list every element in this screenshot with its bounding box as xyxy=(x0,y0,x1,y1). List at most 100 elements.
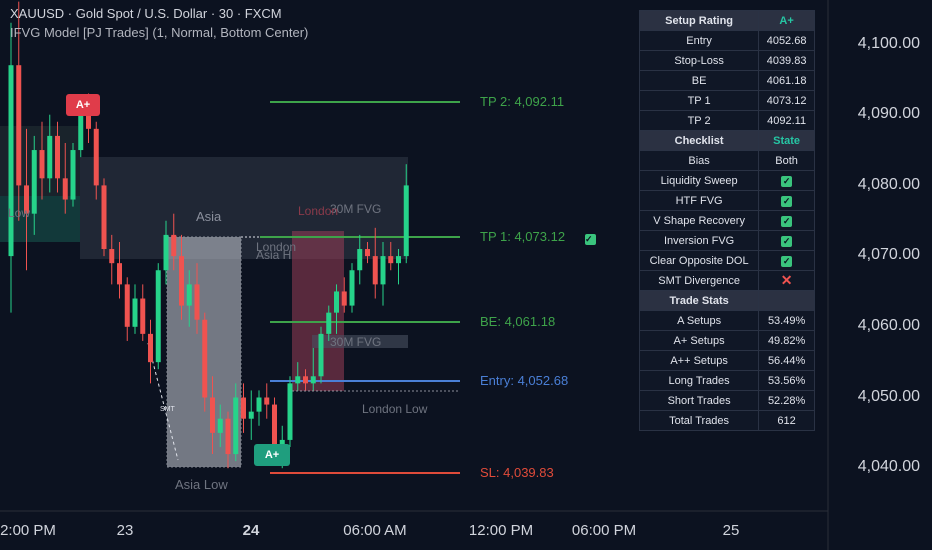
candle-body xyxy=(78,107,84,151)
time-tick: 12:00 PM xyxy=(468,522,534,539)
checklist-row: Liquidity Sweep ✓ xyxy=(638,170,815,191)
stats-row: A+ Setups 49.82% xyxy=(638,330,815,351)
checklist-row: HTF FVG ✓ xyxy=(638,190,815,211)
candle-body xyxy=(225,418,231,455)
checklist-header-row: Checklist State xyxy=(638,130,815,151)
candle-body xyxy=(326,312,332,334)
checklist-row-key: Inversion FVG xyxy=(638,230,760,251)
checklist-row-value: ✓ xyxy=(758,250,815,271)
london-high-label: London xyxy=(256,240,297,254)
candle-body xyxy=(186,284,192,306)
candle-body xyxy=(241,397,246,419)
candle-body xyxy=(62,178,68,200)
time-tick: 06:00 AM xyxy=(343,522,407,539)
stats-row-value: 53.49% xyxy=(758,310,815,331)
price-tick: 4,080.00 xyxy=(857,176,920,193)
candle-body xyxy=(388,256,394,264)
candle-body xyxy=(380,256,386,285)
time-tick: 06:00 PM xyxy=(571,522,637,539)
stats-row-value: 612 xyxy=(758,410,815,431)
candle-body xyxy=(217,418,223,433)
checklist-row-value: ✓ xyxy=(758,210,815,231)
stats-row: Short Trades 52.28% xyxy=(638,390,815,411)
time-tick: 24 xyxy=(242,522,260,539)
level-row-value: 4073.12 xyxy=(758,90,815,111)
stats-row-value: 56.44% xyxy=(758,350,815,371)
level-row-key: TP 1 xyxy=(638,90,760,111)
checklist-row: V Shape Recovery ✓ xyxy=(638,210,815,231)
level-row-value: 4061.18 xyxy=(758,70,815,91)
price-tick: 4,090.00 xyxy=(857,105,920,122)
level-row-key: BE xyxy=(638,70,760,91)
stats-row-key: A++ Setups xyxy=(638,350,760,371)
checklist-row-value: Both xyxy=(758,150,815,171)
candle-body xyxy=(202,319,208,398)
time-tick: 23 xyxy=(116,522,134,539)
smt-label: SMT xyxy=(160,406,175,413)
candle-body xyxy=(357,249,363,271)
candle-body xyxy=(171,234,177,257)
candle-body xyxy=(295,376,301,384)
price-tick: 4,070.00 xyxy=(857,246,920,263)
stats-row-key: A Setups xyxy=(638,310,760,331)
level-row: TP 1 4073.12 xyxy=(638,90,815,111)
candle-body xyxy=(272,404,277,455)
checkmark-icon: ✓ xyxy=(781,235,793,247)
candle-body xyxy=(310,376,316,384)
level-row: TP 2 4092.11 xyxy=(638,110,815,131)
candle-body xyxy=(256,397,262,412)
checklist-row-key: SMT Divergence xyxy=(638,270,760,291)
checkmark-icon: ✓ xyxy=(781,175,793,187)
cross-icon: ✕ xyxy=(780,271,793,288)
checkmark-icon: ✓ xyxy=(781,215,793,227)
stats-row-key: Total Trades xyxy=(638,410,760,431)
sl-label: SL: 4,039.83 xyxy=(480,465,554,480)
asia-label: Asia xyxy=(196,209,222,224)
candle-body xyxy=(16,65,22,186)
tp1-label: TP 1: 4,073.12 xyxy=(480,229,566,244)
a-plus-badge-bottom[interactable]: A+ xyxy=(254,444,290,466)
checklist-row: Clear Opposite DOL ✓ xyxy=(638,250,815,271)
checklist-row-key: V Shape Recovery xyxy=(638,210,760,231)
candle-body xyxy=(124,284,130,327)
candle-body xyxy=(341,291,347,306)
entry-label: Entry: 4,052.68 xyxy=(480,373,569,388)
low-label: Low xyxy=(8,206,31,220)
checklist-row: Bias Both xyxy=(638,150,815,171)
htf-fvg-zone xyxy=(80,157,408,259)
setup-panel: Setup Rating A+ Entry 4052.68 Stop-Loss 4039.… xyxy=(638,10,815,431)
setup-rating-row: Setup Rating A+ xyxy=(638,10,815,31)
trade-stats-header-row: Trade Stats xyxy=(638,290,815,311)
candle-body xyxy=(70,150,76,200)
level-row-value: 4039.83 xyxy=(758,50,815,71)
price-tick: 4,040.00 xyxy=(857,458,920,475)
candle-body xyxy=(86,107,91,129)
checklist-header-row-value: State xyxy=(758,130,815,151)
fvg-30m-box xyxy=(312,335,408,348)
stats-row-value: 49.82% xyxy=(758,330,815,351)
level-row-key: Stop-Loss xyxy=(638,50,760,71)
fvg-30m-label-bottom: 30M FVG xyxy=(330,335,382,349)
level-row: Entry 4052.68 xyxy=(638,30,815,51)
candle-body xyxy=(365,249,370,257)
level-row: Stop-Loss 4039.83 xyxy=(638,50,815,71)
candle-body xyxy=(318,333,324,377)
time-tick: 25 xyxy=(722,522,740,539)
candle-body xyxy=(93,128,99,186)
indicator-title[interactable]: IFVG Model [PJ Trades] (1, Normal, Botto… xyxy=(10,25,309,40)
checkmark-icon: ✓ xyxy=(781,195,793,207)
london-label: London xyxy=(298,204,339,218)
stats-row-value: 53.56% xyxy=(758,370,815,391)
setup-rating-row-value: A+ xyxy=(758,10,815,31)
a-plus-badge-top[interactable]: A+ xyxy=(66,94,100,116)
candle-body xyxy=(179,256,184,306)
candle-body xyxy=(47,135,53,179)
asia-low-label: Asia Low xyxy=(175,477,228,492)
candle-body xyxy=(303,376,308,384)
candle-body xyxy=(109,249,115,264)
candle-body xyxy=(349,270,355,306)
checkmark-icon: ✓ xyxy=(781,255,793,267)
stats-row: A Setups 53.49% xyxy=(638,310,815,331)
check-icon: ✓ xyxy=(585,230,596,245)
setup-rating-row-key: Setup Rating xyxy=(638,10,760,31)
